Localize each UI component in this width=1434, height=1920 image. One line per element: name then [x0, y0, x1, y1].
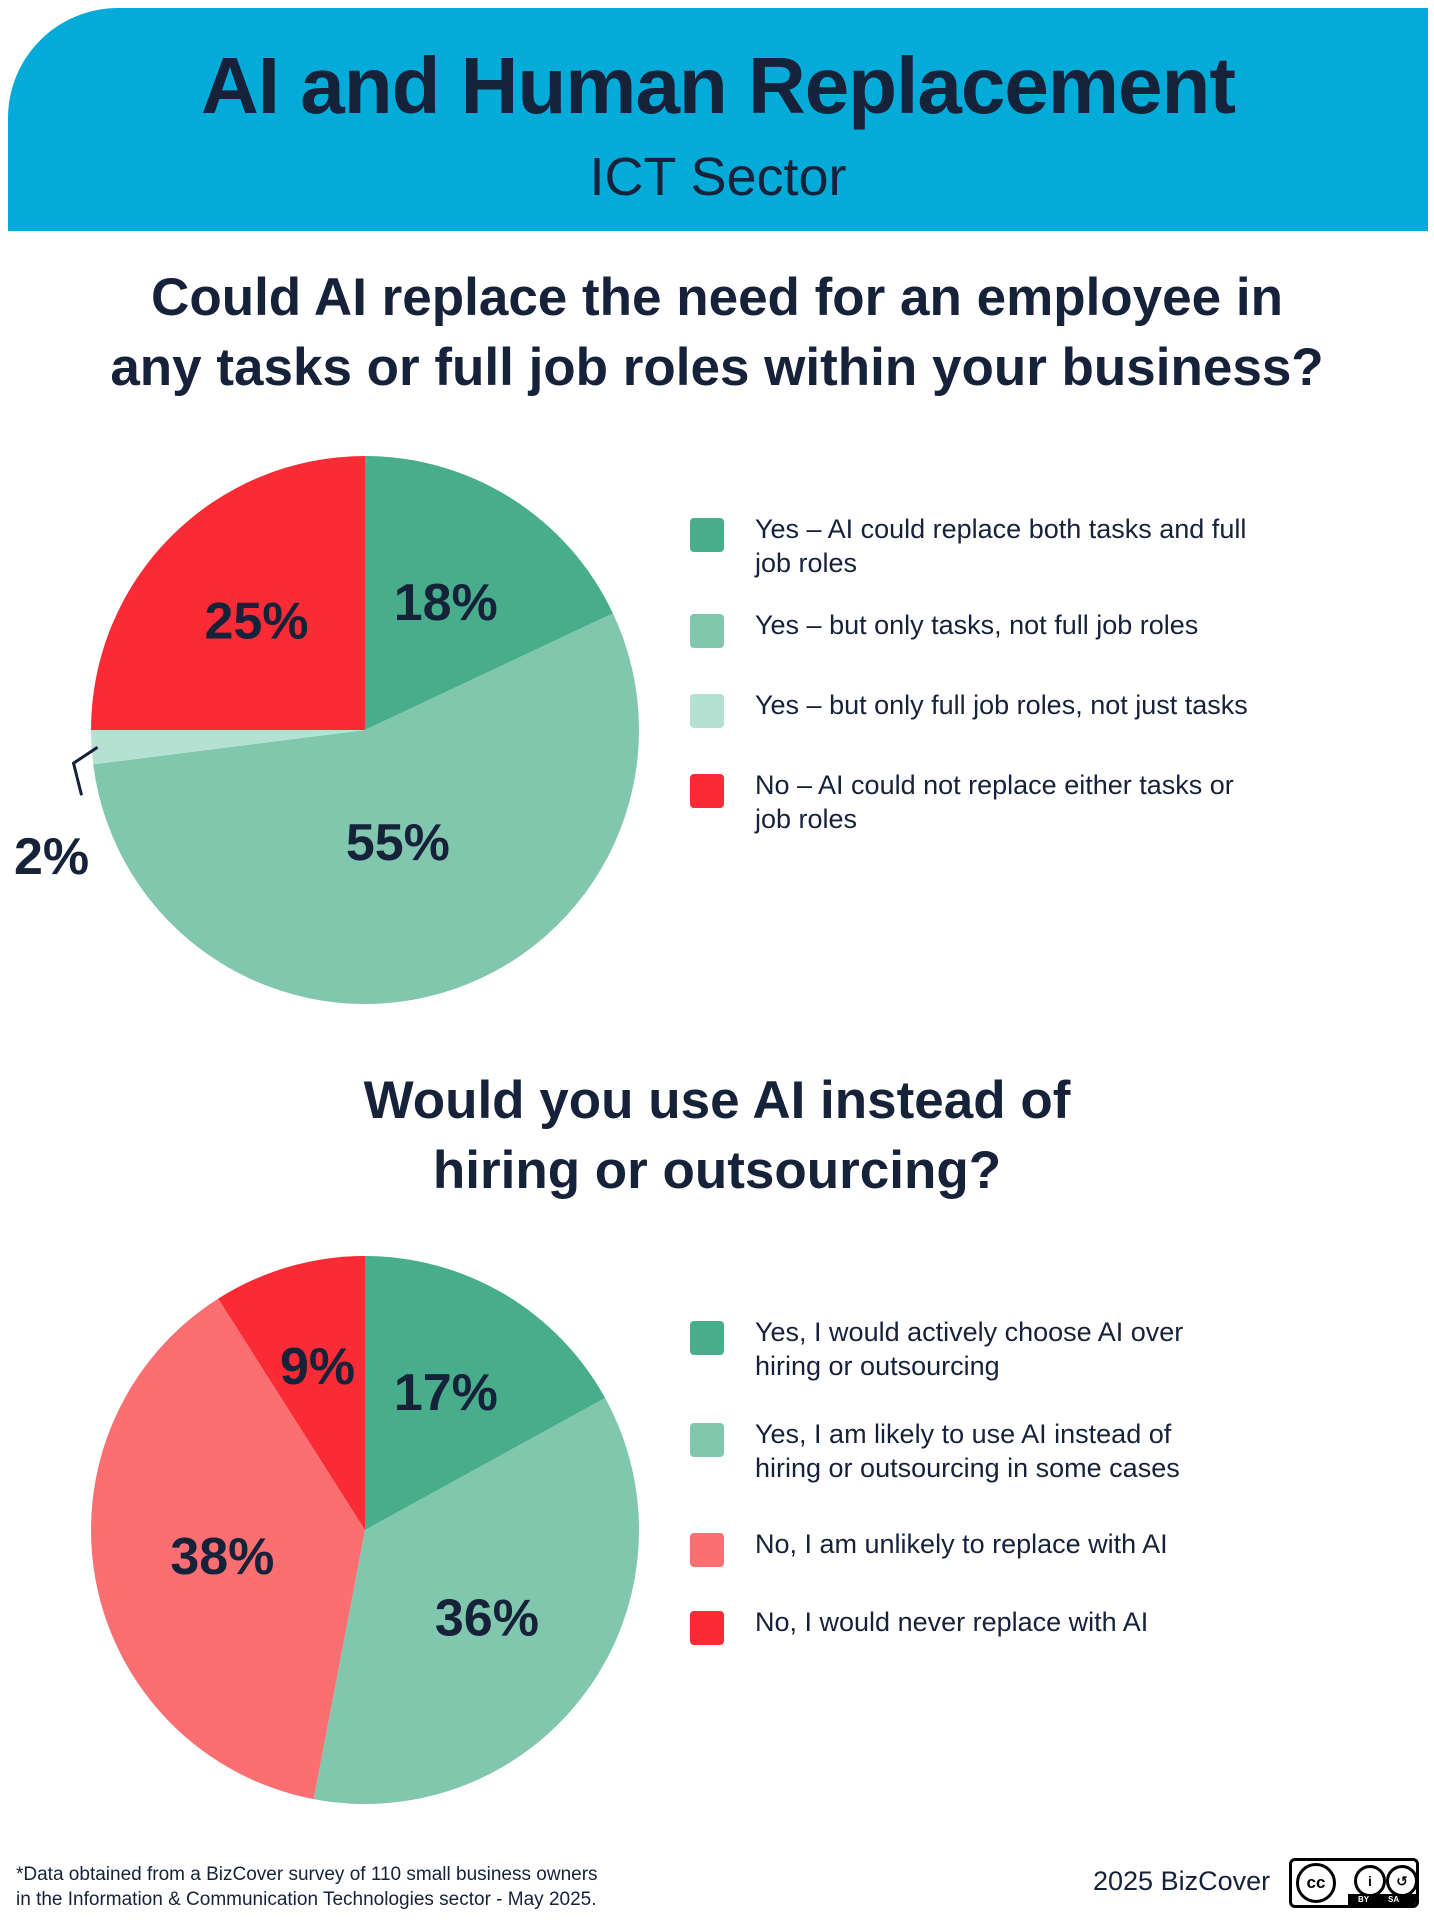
question-1-line-2: any tasks or full job roles within your …	[110, 338, 1324, 397]
pie-chart-2: 17% 36% 38% 9%	[91, 1256, 639, 1804]
legend-2-label-2-line-2: hiring or outsourcing in some cases	[755, 1453, 1180, 1483]
pie1-slice-3	[91, 730, 365, 765]
pie2-value-label-4: 9%	[280, 1338, 355, 1396]
header-banner: AI and Human Replacement ICT Sector	[8, 8, 1428, 231]
legend-2-swatch-2	[690, 1423, 724, 1457]
pie-chart-1: 18% 55% 2% 25%	[14, 456, 639, 1005]
legend-1-label-2: Yes – but only tasks, not full job roles	[755, 608, 1395, 642]
legend-1-swatch-2	[690, 614, 724, 648]
question-2-heading: Would you use AI instead of hiring or ou…	[0, 1066, 1434, 1206]
legend-2-label-2: Yes, I am likely to use AI instead of hi…	[755, 1417, 1395, 1485]
creative-commons-by-sa-icon: cc i ↺ BY SA	[1289, 1858, 1419, 1908]
pie2-slice-3	[91, 1298, 365, 1800]
legend-2-swatch-4	[690, 1611, 724, 1645]
legend-2-label-3-line-1: No, I am unlikely to replace with AI	[755, 1529, 1168, 1559]
legend-1-label-3: Yes – but only full job roles, not just …	[755, 688, 1395, 722]
legend-1-label-2-line-1: Yes – but only tasks, not full job roles	[755, 610, 1199, 640]
footnote-line-2: in the Information & Communication Techn…	[16, 1889, 597, 1910]
legend-2-label-4: No, I would never replace with AI	[755, 1605, 1395, 1639]
legend-1-swatch-1	[690, 518, 724, 552]
legend-1-label-1-line-1: Yes – AI could replace both tasks and fu…	[755, 514, 1247, 544]
page-subtitle: ICT Sector	[589, 147, 847, 207]
pie2-value-label-2: 36%	[435, 1590, 539, 1648]
pie2-slice-4	[218, 1256, 365, 1530]
pie1-value-label-2: 55%	[346, 814, 450, 872]
legend-2-label-2-line-1: Yes, I am likely to use AI instead of	[755, 1419, 1172, 1449]
legend-1-label-1: Yes – AI could replace both tasks and fu…	[755, 512, 1395, 580]
pie2-value-label-3: 38%	[170, 1528, 274, 1586]
legend-1-label-3-line-1: Yes – but only full job roles, not just …	[755, 690, 1248, 720]
legend-2-label-3: No, I am unlikely to replace with AI	[755, 1527, 1395, 1561]
legend-2-swatch-1	[690, 1321, 724, 1355]
question-2-line-2: hiring or outsourcing?	[432, 1141, 1002, 1200]
legend-1-swatch-4	[690, 774, 724, 808]
legend-2-label-1-line-1: Yes, I would actively choose AI over	[755, 1317, 1184, 1347]
legend-2-label-1-line-2: hiring or outsourcing	[755, 1351, 1000, 1381]
legend-2-label-4-line-1: No, I would never replace with AI	[755, 1607, 1149, 1637]
question-2-line-1: Would you use AI instead of	[363, 1071, 1071, 1130]
legend-2-label-1: Yes, I would actively choose AI over hir…	[755, 1315, 1395, 1383]
page-title: AI and Human Replacement	[200, 41, 1236, 130]
legend-1-label-4-line-2: job roles	[755, 804, 858, 834]
legend-1-label-1-line-2: job roles	[755, 548, 858, 578]
legend-1-label-4-line-1: No – AI could not replace either tasks o…	[755, 770, 1234, 800]
question-1-line-1: Could AI replace the need for an employe…	[151, 268, 1283, 327]
pie2-slice-2	[313, 1397, 639, 1804]
pie2-value-label-1: 17%	[394, 1364, 498, 1422]
pie1-value-label-3: 2%	[14, 828, 89, 886]
copyright-credit: 2025 BizCover	[1093, 1866, 1271, 1896]
pie1-value-label-4: 25%	[204, 593, 308, 651]
legend-1-swatch-3	[690, 694, 724, 728]
footnote-line-1: *Data obtained from a BizCover survey of…	[16, 1864, 598, 1885]
pie1-value-label-1: 18%	[394, 574, 498, 632]
legend-1-label-4: No – AI could not replace either tasks o…	[755, 768, 1395, 836]
pie1-leader-line-3	[71, 745, 99, 796]
pie1-slice-1	[365, 456, 613, 730]
pie2-slice-1	[365, 1256, 606, 1530]
pie1-slice-4	[91, 456, 365, 730]
pie1-slice-2	[93, 613, 639, 1005]
legend-2-swatch-3	[690, 1533, 724, 1567]
question-1-heading: Could AI replace the need for an employe…	[0, 263, 1434, 403]
survey-footnote: *Data obtained from a BizCover survey of…	[16, 1862, 598, 1912]
